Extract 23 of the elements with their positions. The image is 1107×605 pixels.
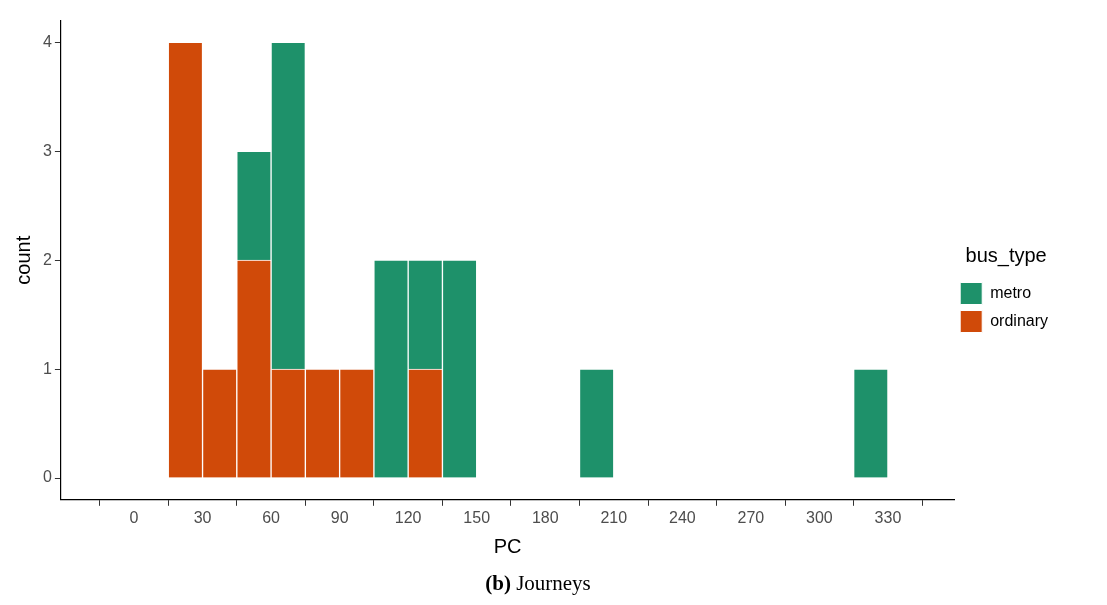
- x-tick-label: 270: [737, 508, 765, 526]
- y-tick-label: 4: [42, 32, 52, 50]
- x-tick-label: 120: [394, 508, 422, 526]
- y-tick-label: 0: [42, 468, 52, 486]
- legend-label: ordinary: [990, 311, 1049, 329]
- x-tick-label: 300: [806, 508, 833, 526]
- x-tick-label: 60: [262, 508, 281, 526]
- x-tick-label: 150: [463, 508, 491, 526]
- x-axis-title: PC: [493, 534, 522, 557]
- x-tick-label: 0: [129, 508, 139, 526]
- y-tick-label: 3: [42, 141, 52, 159]
- text: (b) Journeys: [485, 571, 591, 595]
- x-tick-label: 90: [330, 508, 349, 526]
- x-tick-label: 30: [193, 508, 212, 526]
- y-tick-label: 2: [42, 250, 52, 268]
- x-tick-label: 180: [531, 508, 559, 526]
- x-tick-label: 210: [600, 508, 628, 526]
- y-tick-label: 1: [42, 359, 52, 377]
- y-axis-title: count: [11, 235, 34, 285]
- x-tick-label: 240: [668, 508, 696, 526]
- legend-label: metro: [990, 283, 1032, 301]
- legend-title: bus_type: [965, 244, 1047, 268]
- x-tick-label: 330: [874, 508, 902, 526]
